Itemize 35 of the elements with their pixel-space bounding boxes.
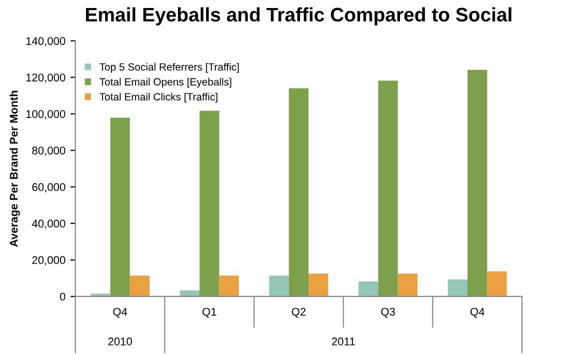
x-tick-label: Q2 (292, 308, 306, 318)
bar (110, 118, 130, 296)
bar (200, 110, 220, 296)
y-tick-label: 100,000 (26, 110, 66, 120)
x-tick-label: Q3 (381, 308, 395, 318)
bar (398, 274, 418, 296)
legend-label: Total Email Clicks [Traffic] (100, 92, 218, 103)
y-tick-label: 140,000 (26, 37, 66, 46)
text: 2010 (108, 338, 132, 346)
bar (219, 276, 239, 296)
y-tick-label: 0 (60, 292, 66, 301)
bar (487, 271, 507, 296)
bar (269, 276, 289, 296)
text: 2011 (332, 338, 355, 346)
bar (130, 276, 150, 296)
legend-label: Total Email Opens [Eyeballs] (100, 78, 232, 88)
bar (468, 70, 488, 296)
x-tick-label: Q4 (470, 308, 484, 318)
chart-title: Email Eyeballs and Traffic Compared to Social (86, 7, 512, 26)
y-tick-label: 80,000 (32, 146, 66, 156)
bar (358, 281, 378, 296)
y-tick-label: 40,000 (32, 220, 66, 229)
bar (448, 279, 468, 296)
bar (378, 80, 398, 296)
x-tick-label: Q4 (113, 308, 128, 318)
y-tick-label: 60,000 (32, 183, 66, 192)
y-tick-label: 20,000 (32, 256, 66, 266)
y-tick-label: 120,000 (26, 74, 66, 83)
y-axis-title: Average Per Brand Per Month (10, 90, 20, 247)
bar (180, 290, 200, 296)
bar (308, 274, 328, 296)
x-tick-label: Q1 (202, 308, 216, 318)
bar (90, 294, 110, 296)
legend-label: Top 5 Social Referrers [Traffic] (100, 62, 239, 73)
bar (288, 88, 309, 296)
